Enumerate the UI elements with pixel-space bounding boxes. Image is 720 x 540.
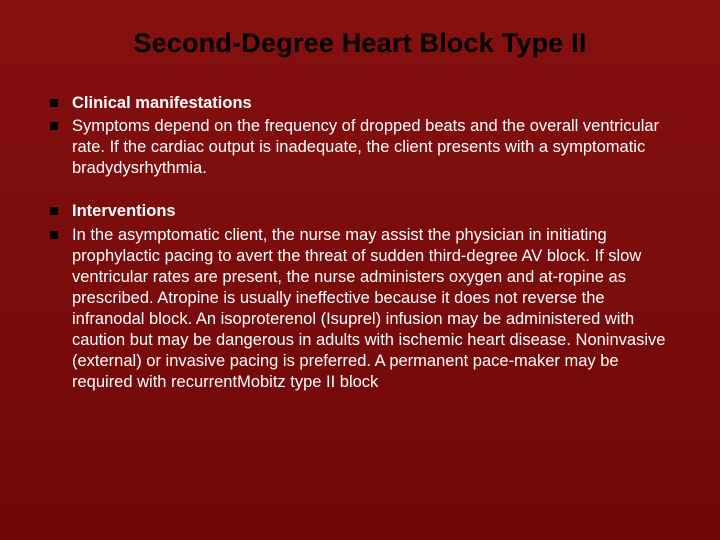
bullet-row: Symptoms depend on the frequency of drop… <box>50 116 670 179</box>
bullet-icon <box>50 207 58 215</box>
bullet-icon <box>50 122 58 130</box>
bullet-text: Clinical manifestations <box>72 93 670 114</box>
bullet-text: Symptoms depend on the frequency of drop… <box>72 116 670 179</box>
bullet-row: Interventions <box>50 201 670 222</box>
bullet-text: Interventions <box>72 201 670 222</box>
bullet-row: In the asymptomatic client, the nurse ma… <box>50 225 670 394</box>
slide: Second-Degree Heart Block Type II Clinic… <box>0 0 720 540</box>
slide-title: Second-Degree Heart Block Type II <box>50 28 670 59</box>
bullet-icon <box>50 99 58 107</box>
bullet-row: Clinical manifestations <box>50 93 670 114</box>
bullet-group-0: Clinical manifestations Symptoms depend … <box>50 93 670 179</box>
bullet-group-1: Interventions In the asymptomatic client… <box>50 201 670 393</box>
bullet-text: In the asymptomatic client, the nurse ma… <box>72 225 670 394</box>
bullet-icon <box>50 231 58 239</box>
